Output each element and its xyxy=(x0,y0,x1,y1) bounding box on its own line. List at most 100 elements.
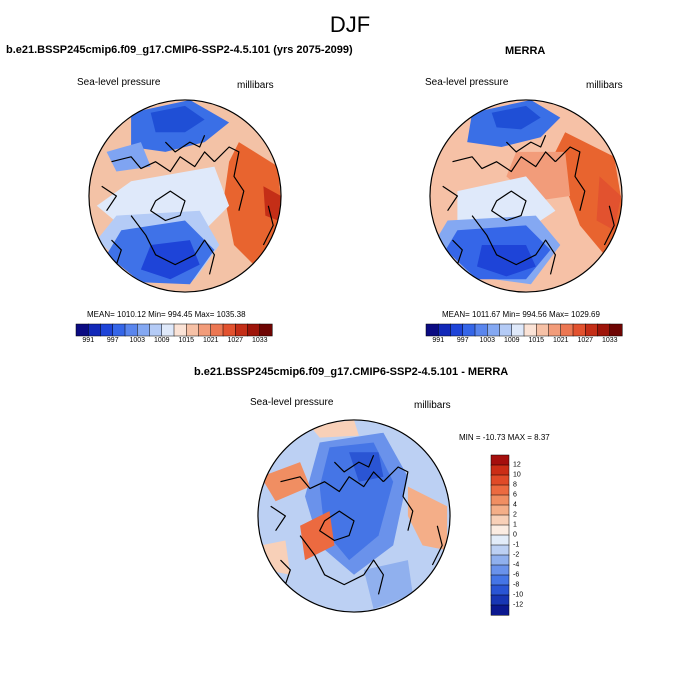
pressure-field-region xyxy=(596,176,622,231)
map-border xyxy=(88,99,282,293)
pressure-field-region xyxy=(140,240,200,280)
right-panel-title: MERRA xyxy=(505,45,546,57)
coastline xyxy=(554,146,586,211)
colorbar-tick-label: 1021 xyxy=(552,337,569,344)
colorbar-swatch xyxy=(490,454,510,466)
pressure-field-region xyxy=(150,105,205,133)
colorbar-swatch xyxy=(425,323,439,337)
colorbar-swatch xyxy=(462,323,476,337)
left-stats: MEAN= 1010.12 Min= 994.45 Max= 1035.38 xyxy=(87,310,246,319)
colorbar-swatch xyxy=(609,323,623,337)
colorbar-tick-label: 1027 xyxy=(227,337,244,344)
colorbar-swatch xyxy=(490,524,510,536)
coastline xyxy=(150,190,186,222)
colorbar-swatch xyxy=(499,323,513,337)
colorbar-swatch xyxy=(438,323,452,337)
coastline xyxy=(319,510,355,542)
colorbar-tick-label: -6 xyxy=(513,571,520,579)
colorbar-tick-label: 1003 xyxy=(129,337,146,344)
coastline xyxy=(491,190,527,222)
coastline xyxy=(442,185,458,212)
diff-panel-title: b.e21.BSSP245cmip6.f09_g17.CMIP6-SSP2-4.… xyxy=(194,366,509,378)
coastline xyxy=(213,146,245,211)
colorbar-tick-label: 1015 xyxy=(178,337,195,344)
map-border xyxy=(429,99,623,293)
coastline xyxy=(299,535,384,595)
diff-colorbar xyxy=(490,454,510,616)
colorbar-tick-label: 0 xyxy=(513,531,517,539)
colorbar-swatch xyxy=(490,494,510,506)
colorbar-swatch xyxy=(137,323,151,337)
colorbar-tick-label: 4 xyxy=(513,501,517,509)
coastline xyxy=(431,525,443,566)
colorbar-swatch xyxy=(585,323,599,337)
coastline xyxy=(452,239,463,265)
coastline xyxy=(111,239,122,265)
colorbar-swatch xyxy=(490,574,510,586)
colorbar-swatch xyxy=(490,594,510,606)
colorbar-swatch xyxy=(490,534,510,546)
colorbar-tick-label: 1009 xyxy=(153,337,170,344)
colorbar-swatch xyxy=(124,323,138,337)
colorbar-swatch xyxy=(198,323,212,337)
colorbar-tick-label: 1033 xyxy=(601,337,618,344)
map-border xyxy=(257,419,451,613)
left-colorbar-labels: 991 997 1003 1009 1015 1021 1027 1033 xyxy=(76,337,272,349)
colorbar-swatch xyxy=(548,323,562,337)
colorbar-swatch xyxy=(186,323,200,337)
left-colorbar xyxy=(75,323,273,337)
colorbar-swatch xyxy=(100,323,114,337)
colorbar-swatch xyxy=(75,323,89,337)
coastline xyxy=(333,455,375,473)
colorbar-tick-label: 10 xyxy=(513,471,521,479)
colorbar-tick-label: -4 xyxy=(513,561,520,569)
colorbar-swatch xyxy=(597,323,611,337)
colorbar-tick-label: 1015 xyxy=(528,337,545,344)
colorbar-tick-label: 1033 xyxy=(251,337,268,344)
left-variable-label: Sea-level pressure xyxy=(77,77,161,88)
colorbar-swatch xyxy=(490,554,510,566)
colorbar-swatch xyxy=(487,323,501,337)
colorbar-swatch xyxy=(247,323,261,337)
colorbar-tick-label: 1027 xyxy=(577,337,594,344)
colorbar-swatch xyxy=(450,323,464,337)
colorbar-swatch xyxy=(259,323,273,337)
coastline xyxy=(101,185,117,212)
right-variable-label: Sea-level pressure xyxy=(425,77,509,88)
diff-polar-map xyxy=(257,419,451,613)
colorbar-tick-label: 991 xyxy=(432,337,445,344)
coastline xyxy=(452,151,556,173)
colorbar-tick-label: 1021 xyxy=(202,337,219,344)
right-colorbar-labels: 991 997 1003 1009 1015 1021 1027 1033 xyxy=(426,337,622,349)
pressure-field-region xyxy=(263,186,282,221)
colorbar-tick-label: -1 xyxy=(513,541,520,549)
pressure-field-region xyxy=(106,142,151,172)
colorbar-tick-label: 1 xyxy=(513,521,517,529)
colorbar-swatch xyxy=(490,514,510,526)
colorbar-swatch xyxy=(88,323,102,337)
colorbar-swatch xyxy=(222,323,236,337)
colorbar-tick-label: -8 xyxy=(513,581,520,589)
season-title: DJF xyxy=(329,12,371,37)
colorbar-swatch xyxy=(161,323,175,337)
colorbar-swatch xyxy=(235,323,249,337)
right-units-label: millibars xyxy=(586,80,623,91)
colorbar-tick-label: -2 xyxy=(513,551,520,559)
pressure-field-region xyxy=(407,486,448,551)
coastline xyxy=(262,205,274,246)
colorbar-swatch xyxy=(560,323,574,337)
left-polar-map xyxy=(88,99,282,293)
colorbar-swatch xyxy=(490,604,510,616)
diff-units-label: millibars xyxy=(414,400,451,411)
left-units-label: millibars xyxy=(237,80,274,91)
coastline xyxy=(471,215,556,275)
colorbar-tick-label: 991 xyxy=(82,337,95,344)
colorbar-tick-label: 12 xyxy=(513,461,521,469)
colorbar-swatch xyxy=(112,323,126,337)
coastline xyxy=(280,559,291,585)
colorbar-swatch xyxy=(523,323,537,337)
coastline xyxy=(382,466,414,531)
colorbar-tick-label: 6 xyxy=(513,491,517,499)
colorbar-swatch xyxy=(536,323,550,337)
colorbar-swatch xyxy=(490,474,510,486)
